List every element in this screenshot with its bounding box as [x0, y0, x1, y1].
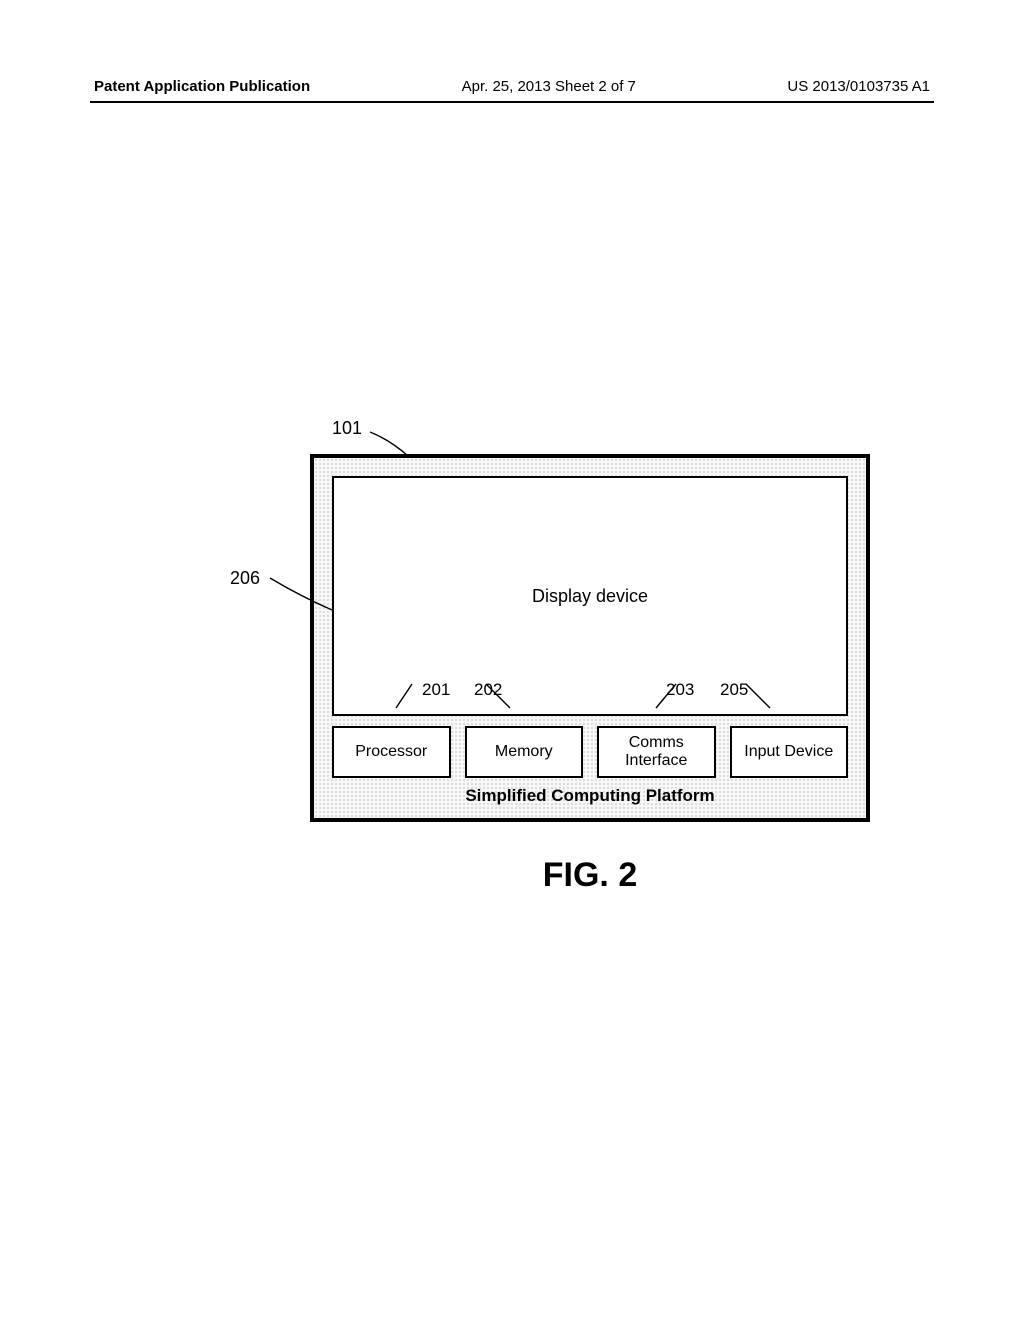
inner-callouts: 201 202 203 205 — [334, 680, 846, 708]
platform-title: Simplified Computing Platform — [332, 778, 848, 810]
comms-box: Comms Interface — [597, 726, 716, 778]
figure: 101 206 Display device 201 202 203 205 P… — [190, 418, 870, 895]
display-label: Display device — [532, 586, 648, 607]
memory-label: Memory — [495, 743, 553, 761]
processor-box: Processor — [332, 726, 451, 778]
input-box: Input Device — [730, 726, 849, 778]
processor-label: Processor — [355, 743, 427, 761]
ref-input: 205 — [720, 680, 748, 700]
page-header: Patent Application Publication Apr. 25, … — [90, 78, 934, 101]
page: Patent Application Publication Apr. 25, … — [90, 78, 934, 1242]
component-row: Processor Memory Comms Interface Input D… — [332, 726, 848, 778]
header-sheet: Apr. 25, 2013 Sheet 2 of 7 — [462, 78, 636, 95]
header-rule — [90, 101, 934, 103]
callouts-top: 101 — [190, 418, 870, 454]
comms-label: Comms Interface — [603, 734, 710, 769]
header-publication: Patent Application Publication — [94, 78, 310, 95]
display-box: Display device 201 202 203 205 — [332, 476, 848, 716]
ref-memory: 202 — [474, 680, 502, 700]
input-label: Input Device — [744, 743, 833, 761]
header-docnum: US 2013/0103735 A1 — [787, 78, 930, 95]
platform-box: Display device 201 202 203 205 Processor… — [310, 454, 870, 822]
ref-platform: 101 — [332, 418, 362, 439]
ref-comms: 203 — [666, 680, 694, 700]
memory-box: Memory — [465, 726, 584, 778]
figure-caption: FIG. 2 — [310, 856, 870, 895]
ref-processor: 201 — [422, 680, 450, 700]
ref-display: 206 — [230, 568, 260, 589]
